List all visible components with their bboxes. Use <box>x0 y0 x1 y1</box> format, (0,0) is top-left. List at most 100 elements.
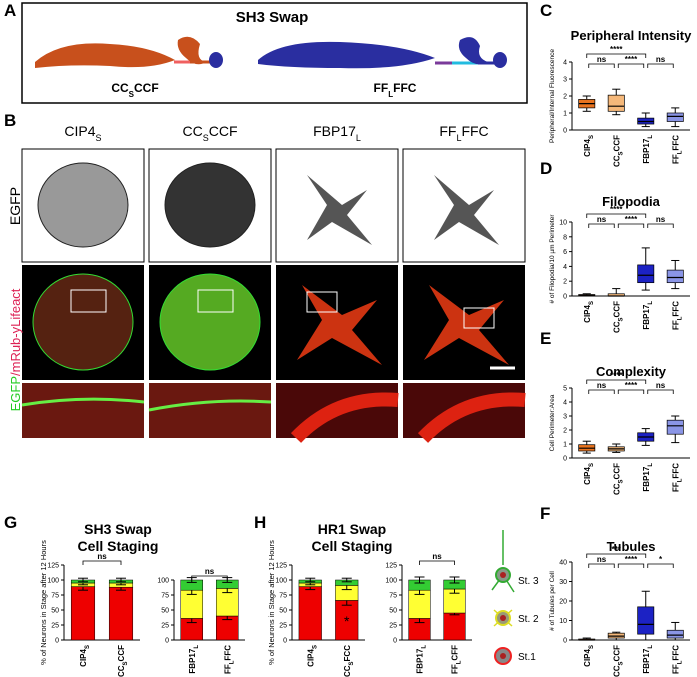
significance-label: ns <box>432 552 442 561</box>
bar-segment <box>70 586 96 641</box>
label-main: CC <box>612 483 621 495</box>
y-tick-label: 2 <box>563 279 567 286</box>
significance-label: ns <box>656 381 666 390</box>
label-sub: S <box>96 133 102 143</box>
significance-label: ns <box>656 55 666 64</box>
label-sub: L <box>677 478 683 482</box>
y-tick-label: 0 <box>563 128 567 135</box>
x-tick-label: FBP17L <box>642 301 654 330</box>
label-main: FF <box>374 81 389 95</box>
y-tick-label: 50 <box>161 608 169 615</box>
label-rest: FFC <box>671 645 680 661</box>
label-rest: FFC <box>393 81 417 95</box>
panel-frame <box>21 2 528 104</box>
x-tick-label: FFLFFC <box>671 301 683 330</box>
label-sub: S <box>589 301 595 305</box>
y-tick-label: 0 <box>563 294 567 301</box>
label-sub: S <box>312 645 318 649</box>
label-main: FF <box>671 664 680 674</box>
y-axis-label: Peripheral/Internal Fluorescence <box>549 49 556 143</box>
label-rest: CFF <box>451 645 460 661</box>
y-tick-label: 1 <box>563 442 567 449</box>
significance-bracket <box>586 379 647 384</box>
significance-label: ns <box>597 55 607 64</box>
y-tick-label: 4 <box>563 264 567 271</box>
label-sub: S <box>589 645 595 649</box>
bar-segment <box>298 586 322 641</box>
panel-letter: C <box>540 1 552 20</box>
roi-box <box>197 289 234 313</box>
cell <box>297 285 382 365</box>
y-tick-label: 50 <box>51 608 59 615</box>
label-rest: CCF <box>612 463 621 480</box>
significance-label: **** <box>625 55 638 64</box>
y-tick-label: 0 <box>283 638 287 645</box>
label-main: FBP17 <box>642 648 651 673</box>
row-label: EGFP/mRub-yLifeact <box>8 288 23 411</box>
label-main: CC <box>612 665 621 677</box>
significance-bracket <box>586 53 647 58</box>
panel-title: Cell Staging <box>78 538 159 554</box>
micrographs <box>21 148 526 443</box>
x-tick-label: FBP17L <box>642 645 654 674</box>
box <box>637 606 655 635</box>
label-rest: CCF <box>134 81 159 95</box>
label-main: CC <box>182 123 202 139</box>
y-tick-label: 10 <box>559 220 567 227</box>
label-rest: FFC <box>223 645 232 661</box>
significance-bracket <box>617 223 645 228</box>
edge <box>21 397 145 407</box>
x-tick-label: FBP17L <box>642 135 654 164</box>
y-tick-label: 25 <box>279 623 287 630</box>
y-tick-label: 10 <box>559 618 567 625</box>
y-tick-label: 25 <box>51 623 59 630</box>
significance-label: **** <box>625 215 638 224</box>
zoom-image <box>149 383 271 438</box>
y-tick-label: 2 <box>563 94 567 101</box>
significance-marker: * <box>344 613 350 629</box>
significance-bracket <box>647 389 674 394</box>
cell <box>159 273 261 371</box>
y-tick-label: 6 <box>563 249 567 256</box>
edge <box>148 399 272 412</box>
label-rest: CCF <box>612 135 621 152</box>
label-sub: L <box>677 316 683 320</box>
y-tick-label: 25 <box>389 623 397 630</box>
y-tick-label: 50 <box>279 608 287 615</box>
x-tick-label: FFLFFC <box>671 135 683 164</box>
label-main: FBP17 <box>642 138 651 163</box>
label-sub: L <box>648 301 654 305</box>
y-tick-label: 75 <box>389 593 397 600</box>
y-tick-label: 75 <box>161 593 169 600</box>
y-tick-label: 2 <box>563 428 567 435</box>
bar-segment <box>108 586 134 641</box>
y-tick-label: 100 <box>157 578 169 585</box>
y-tick-label: 100 <box>47 578 59 585</box>
label-sub: S <box>349 661 355 665</box>
box <box>666 112 684 122</box>
y-axis-label: % of Neurons in Stage after 12 Hours <box>267 540 276 665</box>
label-rest: FFC <box>461 123 488 139</box>
significance-bracket <box>647 223 674 228</box>
egfp-image <box>275 148 399 263</box>
significance-bracket <box>586 553 647 558</box>
label-main: FF <box>223 664 232 674</box>
label-sub: L <box>229 660 235 664</box>
stage-icons <box>491 530 515 665</box>
y-tick-label: 75 <box>51 593 59 600</box>
y-tick-label: 3 <box>563 414 567 421</box>
label-main: FBP17 <box>642 304 651 329</box>
significance-label: * <box>659 555 663 564</box>
label-sub: L <box>648 463 654 467</box>
significance-label: ns <box>597 381 607 390</box>
significance-label: **** <box>610 371 623 380</box>
column-header: CCSCCF <box>182 123 237 143</box>
label-sub: S <box>123 661 129 665</box>
x-tick-label: CIP4S <box>306 645 318 667</box>
y-tick-label: 30 <box>559 579 567 586</box>
cell <box>32 273 134 371</box>
stage-label: St.1 <box>518 652 536 663</box>
roi-box <box>306 291 338 313</box>
panel-letter: F <box>540 504 550 523</box>
label-main: CIP4 <box>583 304 592 322</box>
